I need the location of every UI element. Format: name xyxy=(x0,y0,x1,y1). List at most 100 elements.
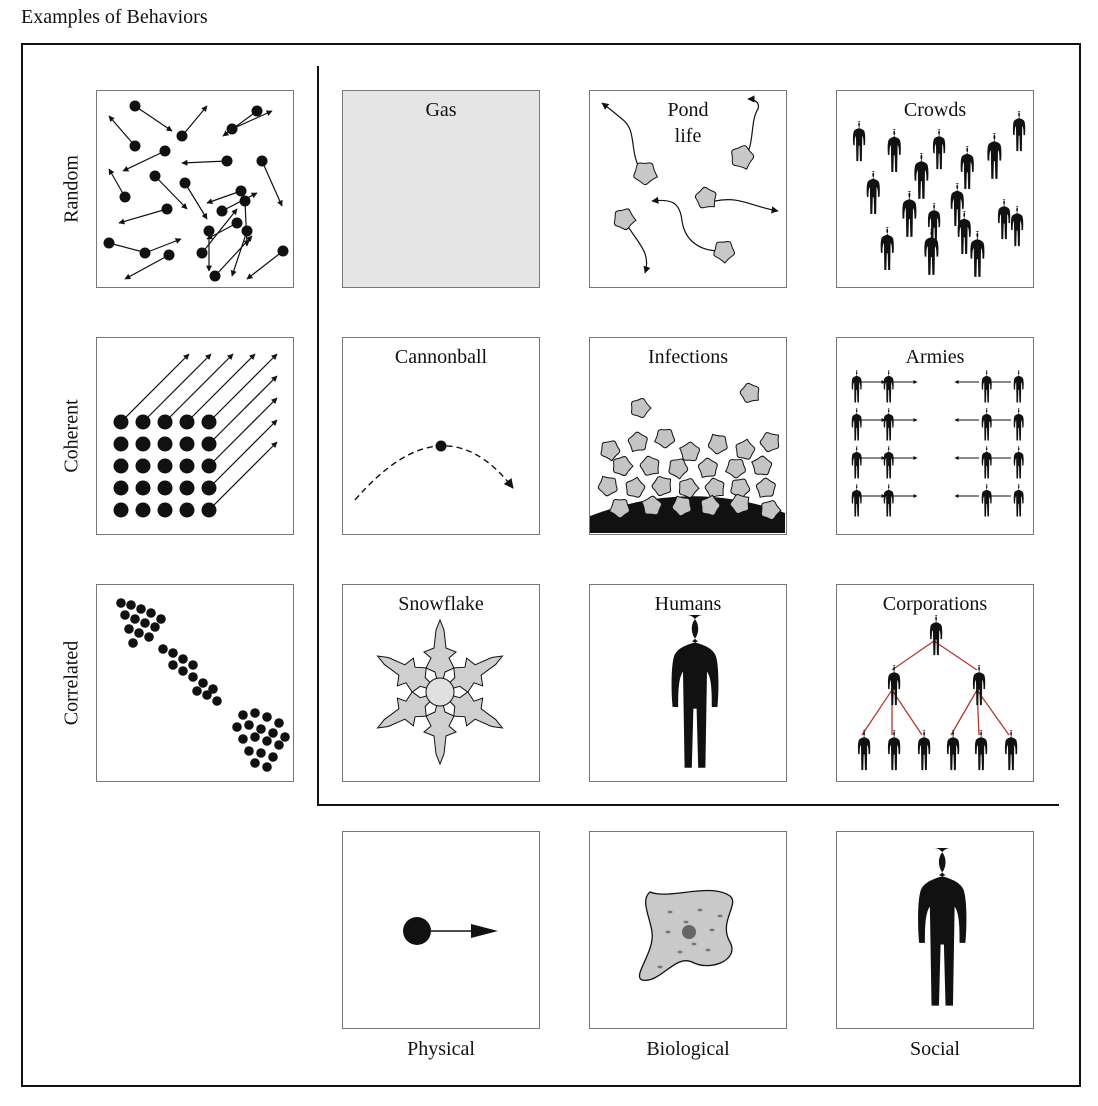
column-label-physical: Physical xyxy=(407,1038,475,1060)
velocity-arrow xyxy=(181,105,208,137)
particle xyxy=(208,684,218,694)
pond-organism xyxy=(613,208,637,231)
corporations-panel: Corporations xyxy=(836,584,1034,782)
velocity-arrow xyxy=(208,397,278,467)
gas-panel: Gas xyxy=(342,90,540,288)
crowd-person xyxy=(914,152,929,199)
particle xyxy=(232,722,242,732)
random-particles-panel xyxy=(96,90,294,288)
correlated-particles-panel xyxy=(96,584,294,782)
executive-figure xyxy=(972,665,986,706)
executive-figure xyxy=(929,615,943,656)
coherent-particles-graphic xyxy=(113,353,278,518)
crowd-person xyxy=(987,133,1002,179)
crowds-graphic xyxy=(852,111,1026,277)
particle xyxy=(244,720,254,730)
cannonball-panel: Cannonball xyxy=(342,337,540,535)
column-label-biological: Biological xyxy=(646,1038,730,1060)
particle xyxy=(179,458,195,474)
crowd-person xyxy=(880,227,894,270)
velocity-arrowhead xyxy=(471,924,498,938)
virus-particle xyxy=(760,500,782,521)
crowd-person xyxy=(902,190,917,237)
amoeba-organelle xyxy=(691,942,697,946)
row-label-correlated: Correlated xyxy=(60,640,83,726)
soldier xyxy=(1013,370,1024,403)
particle xyxy=(212,696,222,706)
crowd-person xyxy=(1012,111,1026,152)
particle xyxy=(158,644,168,654)
particle xyxy=(168,660,178,670)
snowflake-arm xyxy=(423,618,457,693)
row-label-random: Random xyxy=(60,155,83,223)
particle xyxy=(274,740,284,750)
particle xyxy=(244,746,254,756)
gas-label: Gas xyxy=(425,99,457,121)
particle xyxy=(262,762,272,772)
org-link xyxy=(933,640,978,671)
particle xyxy=(146,608,156,618)
org-link xyxy=(891,689,923,736)
virus-particle xyxy=(697,457,718,479)
armies-graphic xyxy=(851,370,1024,517)
amoeba-organelle xyxy=(667,910,673,914)
virus-particle xyxy=(724,458,747,479)
amoeba-organelle xyxy=(709,928,715,932)
cannonball xyxy=(435,440,447,452)
soldier xyxy=(851,484,862,517)
velocity-arrow xyxy=(206,190,242,205)
org-link xyxy=(976,689,1010,736)
particle xyxy=(130,614,140,624)
employee-figure xyxy=(974,730,988,771)
particle xyxy=(250,758,260,768)
particle xyxy=(238,734,248,744)
velocity-arrow xyxy=(243,200,250,247)
employee-figure xyxy=(946,730,960,771)
virus-particle xyxy=(751,455,773,476)
snowflake-arm xyxy=(376,691,441,729)
velocity-arrow xyxy=(108,115,136,147)
corporations-graphic xyxy=(857,615,1018,771)
armies-panel: Armies xyxy=(836,337,1034,535)
org-link xyxy=(950,689,978,736)
virus-particle xyxy=(759,432,780,453)
soldier xyxy=(851,408,862,441)
particle xyxy=(403,917,431,945)
org-link xyxy=(861,689,893,736)
particle xyxy=(179,436,195,452)
pond-organism xyxy=(694,186,717,209)
particle xyxy=(188,672,198,682)
particle xyxy=(156,614,166,624)
column-label-social: Social xyxy=(910,1038,960,1060)
soldier xyxy=(981,370,992,403)
virus-particle xyxy=(671,495,692,517)
snowflake-graphic xyxy=(376,618,504,766)
employee-figure xyxy=(887,730,901,771)
soldier xyxy=(883,484,894,517)
snowflake-arm-shape xyxy=(376,691,441,729)
particle xyxy=(116,598,126,608)
virus-particle xyxy=(735,438,756,460)
physical-particle-icon xyxy=(403,917,498,945)
soldier xyxy=(851,370,862,403)
velocity-arrow xyxy=(221,192,258,212)
particle xyxy=(135,436,151,452)
velocity-arrow xyxy=(108,168,126,198)
particle xyxy=(168,648,178,658)
particle xyxy=(140,618,150,628)
row-label-coherent: Coherent xyxy=(60,399,83,473)
crowd-person xyxy=(957,211,971,254)
trajectory-line xyxy=(354,445,514,501)
particle xyxy=(128,638,138,648)
velocity-arrow xyxy=(122,150,166,172)
soldier xyxy=(883,370,894,403)
soldier xyxy=(981,446,992,479)
snowflake-arm-shape xyxy=(423,618,457,693)
pond-organism xyxy=(731,145,755,170)
employee-figure xyxy=(857,730,871,771)
particle xyxy=(179,502,195,518)
virus-particle xyxy=(704,477,725,498)
biological-panel xyxy=(589,831,787,1029)
velocity-arrow xyxy=(208,353,278,423)
velocity-arrow xyxy=(230,230,248,277)
